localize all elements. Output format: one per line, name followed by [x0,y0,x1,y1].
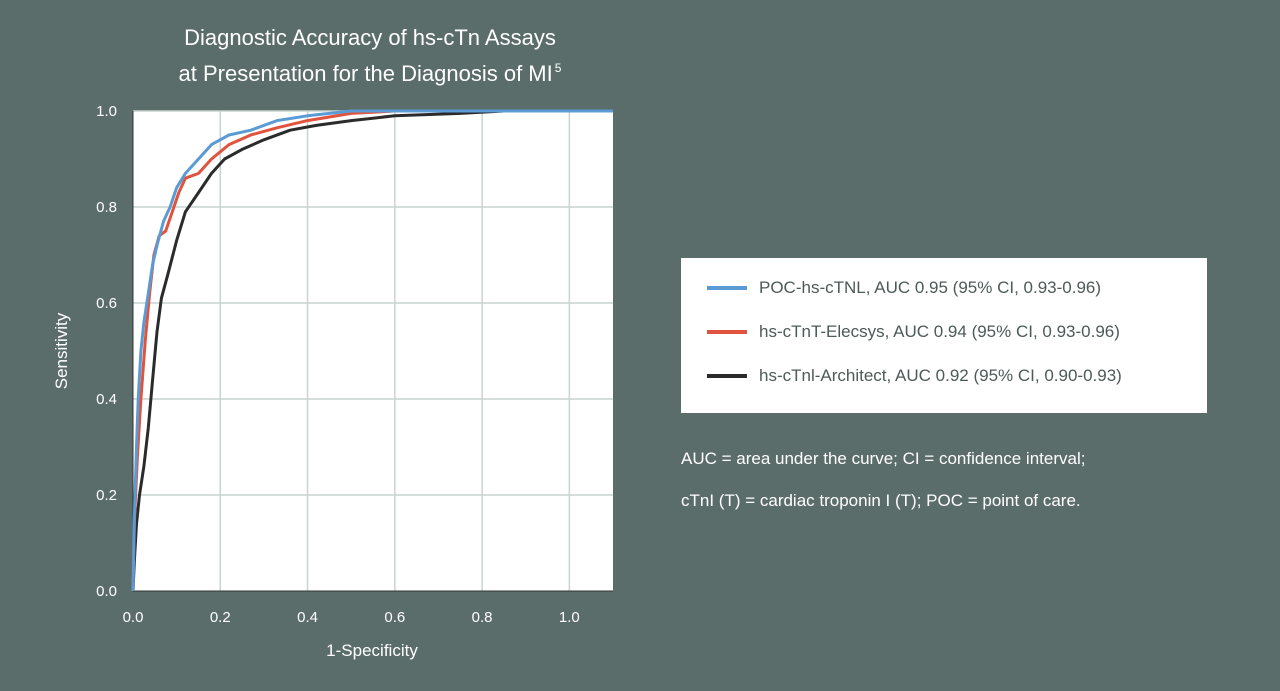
legend-label-1: hs-cTnT-Elecsys, AUC 0.94 (95% CI, 0.93-… [759,322,1120,341]
y-axis-label: Sensitivity [52,312,71,389]
legend-entry-0: POC-hs-cTNL, AUC 0.95 (95% CI, 0.93-0.96… [681,277,1207,299]
legend-label-2: hs-cTnl-Architect, AUC 0.92 (95% CI, 0.9… [759,366,1122,385]
legend-swatch-1 [707,330,747,334]
chart-title-line2: at Presentation for the Diagnosis of MI [178,61,553,86]
chart-title-superscript: 5 [554,61,562,75]
series-line-1 [131,109,613,592]
legend-swatch-2 [707,374,747,378]
legend-entry-2: hs-cTnl-Architect, AUC 0.92 (95% CI, 0.9… [681,365,1207,387]
x-tick-label-5: 1.0 [559,609,580,626]
legend: POC-hs-cTNL, AUC 0.95 (95% CI, 0.93-0.96… [681,258,1207,413]
x-tick-label-4: 0.8 [472,609,493,626]
legend-swatch-0 [707,286,747,290]
legend-entry-1: hs-cTnT-Elecsys, AUC 0.94 (95% CI, 0.93-… [681,321,1207,343]
footnote-line1: AUC = area under the curve; CI = confide… [681,449,1086,468]
y-tick-label-0: 0.0 [96,583,117,600]
series-line-2 [131,109,613,592]
x-axis-label: 1-Specificity [326,641,418,660]
roc-chart: 0.0 0.2 0.4 0.6 0.8 1.0 0.0 0.2 0.4 0.6 0.8 1.0 1-Sp… [52,103,613,660]
y-tick-label-1: 0.2 [96,487,117,504]
series-line-0 [131,109,613,592]
y-tick-label-4: 0.8 [96,199,117,216]
chart-title-line2-wrap: at Presentation for the Diagnosis of MI 5 [120,53,620,89]
x-tick-label-3: 0.6 [384,609,405,626]
y-tick-label-5: 1.0 [96,103,117,120]
chart-title: Diagnostic Accuracy of hs-cTn Assays at … [120,22,620,89]
legend-label-0: POC-hs-cTNL, AUC 0.95 (95% CI, 0.93-0.96… [759,278,1102,297]
x-tick-label-0: 0.0 [123,609,144,626]
y-tick-label-2: 0.4 [96,391,117,408]
footnote-line2: cTnI (T) = cardiac troponin I (T); POC =… [681,491,1081,510]
plot-area [133,111,613,591]
x-tick-label-1: 0.2 [210,609,231,626]
x-tick-label-2: 0.4 [297,609,318,626]
chart-title-line1: Diagnostic Accuracy of hs-cTn Assays [184,25,556,50]
y-tick-label-3: 0.6 [96,295,117,312]
